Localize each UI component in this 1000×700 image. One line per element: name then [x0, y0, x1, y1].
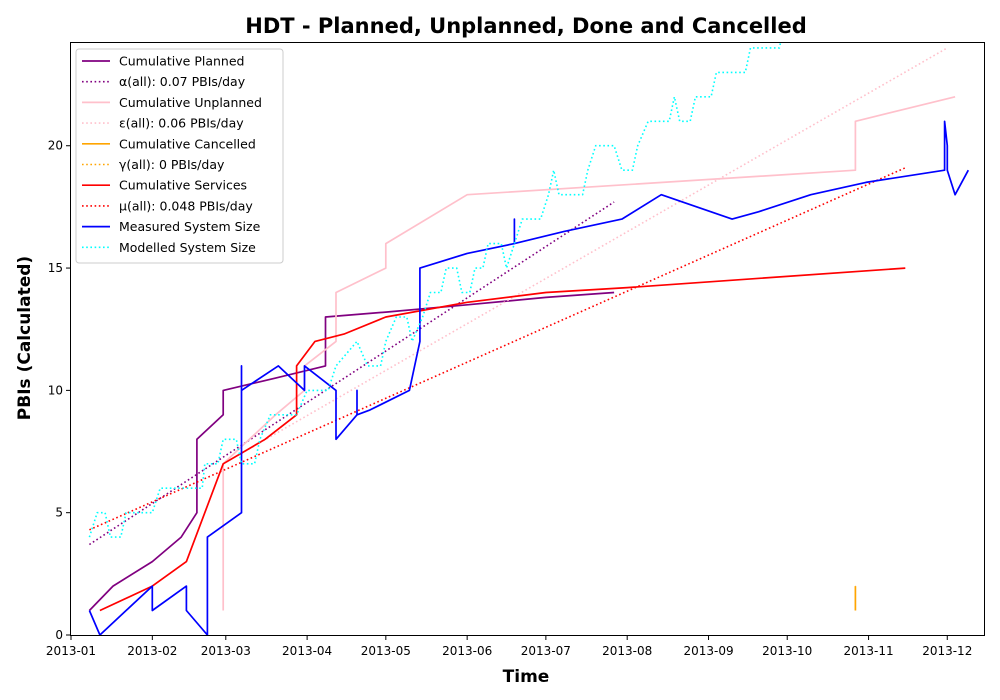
x-tick-label: 2013-07 — [521, 644, 571, 658]
series-line-8 — [89, 167, 906, 531]
x-tick-label: 2013-03 — [201, 644, 251, 658]
plot-frame — [70, 42, 985, 636]
series-line-7 — [99, 267, 906, 612]
x-tick-label: 2013-05 — [361, 644, 411, 658]
legend-label: Cumulative Services — [119, 178, 247, 193]
x-tick-label: 2013-02 — [127, 644, 177, 658]
legend-label: α(all): 0.07 PBIs/day — [119, 74, 246, 89]
legend: Cumulative Planned α(all): 0.07 PBIs/day C… — [75, 48, 284, 264]
legend-label: ε(all): 0.06 PBIs/day — [119, 116, 244, 131]
legend-label: μ(all): 0.048 PBIs/day — [119, 198, 253, 213]
legend-label: Cumulative Cancelled — [119, 136, 256, 151]
series-line-2 — [88, 201, 615, 546]
legend-label: γ(all): 0 PBIs/day — [119, 157, 225, 172]
y-tick-label: 0 — [55, 628, 63, 642]
y-tick-label: 10 — [48, 383, 63, 397]
chart-title: HDT - Planned, Unplanned, Done and Cance… — [245, 14, 806, 38]
x-tick-label: 2013-11 — [843, 644, 893, 658]
series-line-3 — [222, 95, 956, 611]
x-axis-label: Time — [503, 667, 550, 687]
series-line-9 — [88, 120, 970, 635]
y-tick-label: 15 — [48, 261, 63, 275]
x-tick-label: 2013-04 — [282, 644, 332, 658]
x-tick-label: 2013-06 — [442, 644, 492, 658]
x-tick-label: 2013-08 — [602, 644, 652, 658]
series-line-4 — [222, 47, 948, 465]
legend-label: Modelled System Size — [119, 240, 256, 255]
x-tick-label: 2013-10 — [762, 644, 812, 658]
legend-box — [75, 48, 284, 264]
legend-label: Cumulative Planned — [119, 54, 244, 69]
x-tick-label: 2013-09 — [683, 644, 733, 658]
y-tick-label: 20 — [48, 139, 63, 153]
y-tick-label: 5 — [55, 506, 63, 520]
x-tick-label: 2013-12 — [922, 644, 972, 658]
legend-label: Cumulative Unplanned — [119, 95, 262, 110]
x-tick-label: 2013-01 — [46, 644, 96, 658]
series-line-1 — [88, 291, 615, 612]
legend-label: Measured System Size — [119, 219, 261, 234]
y-axis-label: PBIs (Calculated) — [15, 256, 35, 420]
